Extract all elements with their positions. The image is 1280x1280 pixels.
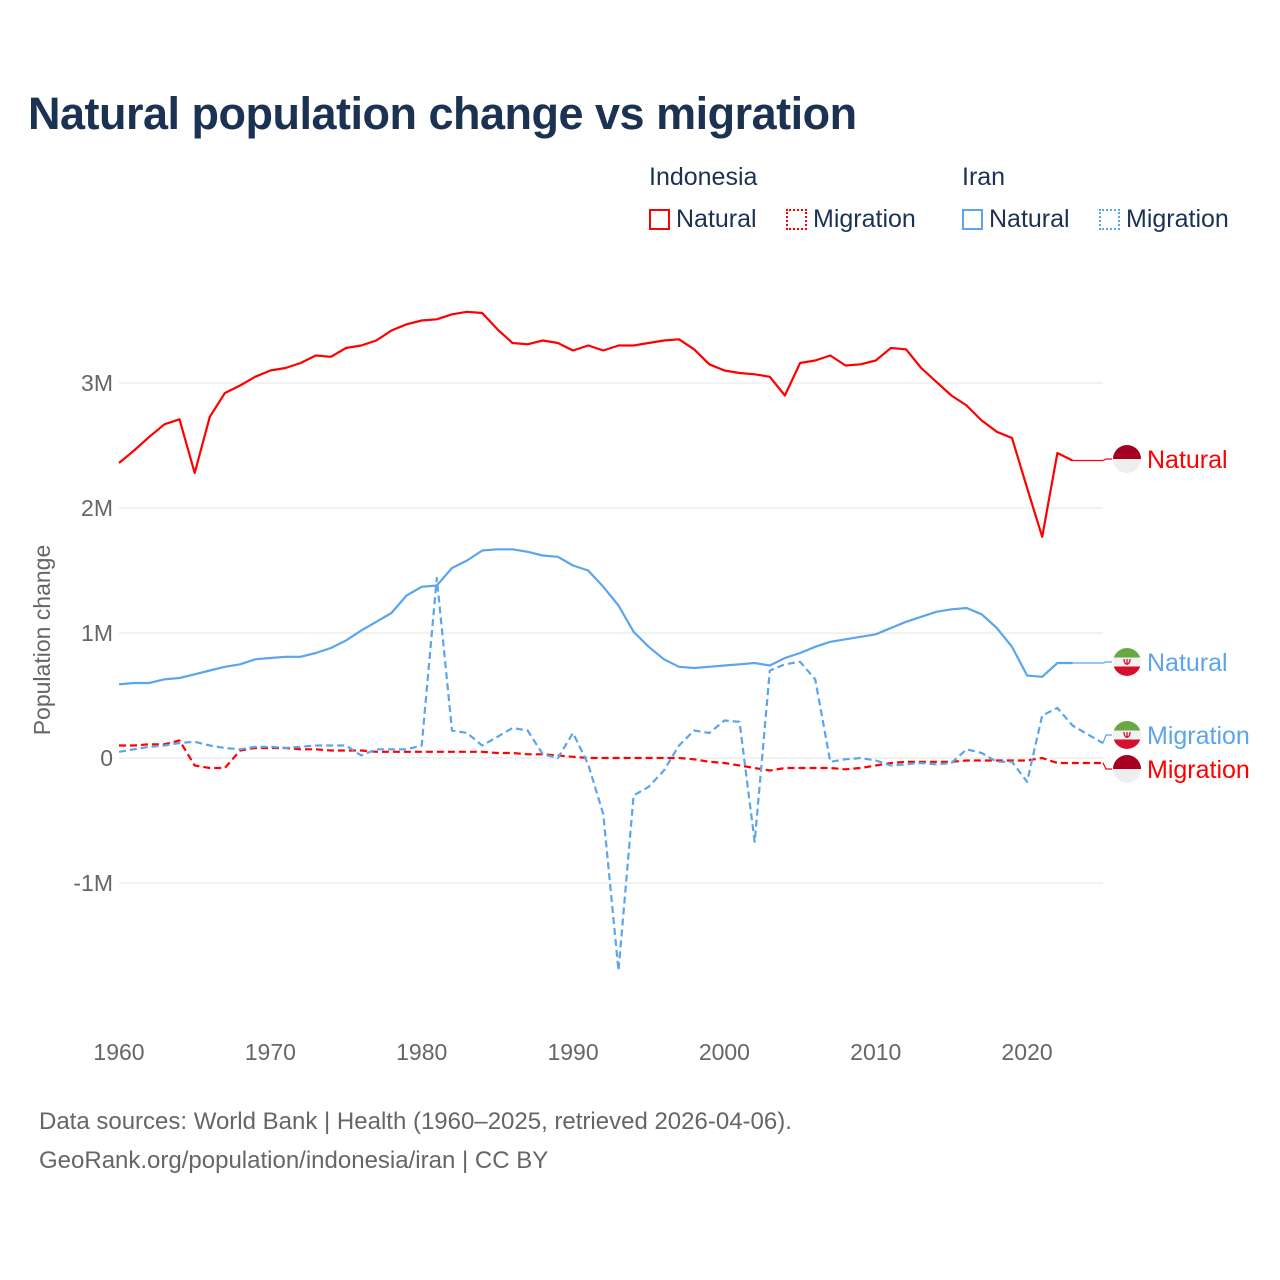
- label-connector: [1072, 661, 1112, 664]
- label-connector: [1072, 458, 1112, 462]
- end-label: Natural: [1147, 446, 1228, 474]
- indonesia-flag-icon: [1113, 755, 1141, 783]
- legend-group-indonesia: Indonesia: [649, 163, 758, 191]
- y-tick-label: 0: [100, 745, 113, 771]
- legend-label: Migration: [813, 205, 916, 233]
- end-label: Migration: [1147, 756, 1250, 784]
- legend-indonesia-migration[interactable]: Migration: [786, 205, 916, 234]
- x-tick-label: 2000: [699, 1039, 750, 1065]
- chart-title: Natural population change vs migration: [28, 88, 857, 139]
- x-tick-label: 1990: [547, 1039, 598, 1065]
- label-connector: [1102, 762, 1112, 770]
- legend-group-iran: Iran: [962, 163, 1006, 191]
- legend-indonesia-natural[interactable]: Natural: [649, 205, 757, 234]
- line-chart: -1M 0 1M 2M 3M 1960 1970 1980 1990 2000 2010 2020 N…: [29, 310, 1250, 1065]
- legend-label: Natural: [676, 205, 757, 233]
- x-tick-label: 1970: [245, 1039, 296, 1065]
- y-tick-label: 2M: [81, 495, 113, 521]
- dotted-swatch-icon: [786, 209, 807, 230]
- legend-iran-migration[interactable]: Migration: [1099, 205, 1229, 234]
- series-indonesia-natural: [118, 310, 1073, 538]
- y-tick-label: -1M: [73, 870, 113, 896]
- footer-credit: GeoRank.org/population/indonesia/iran | …: [39, 1147, 549, 1174]
- x-tick-label: 1960: [93, 1039, 144, 1065]
- solid-swatch-icon: [962, 209, 983, 230]
- legend-label: Migration: [1126, 205, 1229, 233]
- x-tick-label: 1980: [396, 1039, 447, 1065]
- footer-sources: Data sources: World Bank | Health (1960–…: [39, 1108, 792, 1135]
- legend-iran-natural[interactable]: Natural: [962, 205, 1070, 234]
- indonesia-flag-icon: [1113, 445, 1141, 473]
- legend-label: Natural: [989, 205, 1070, 233]
- x-tick-label: 2020: [1002, 1039, 1053, 1065]
- end-label: Migration: [1147, 722, 1250, 750]
- series-iran-migration: [118, 576, 1104, 972]
- label-connector: [1102, 734, 1112, 744]
- dotted-swatch-icon: [1099, 209, 1120, 230]
- y-tick-label: 3M: [81, 370, 113, 396]
- series-iran-natural: [118, 548, 1073, 686]
- series-indonesia-migration: [119, 739, 1103, 772]
- y-tick-label: 1M: [81, 620, 113, 646]
- x-tick-label: 2010: [850, 1039, 901, 1065]
- end-label: Natural: [1147, 649, 1228, 677]
- iran-flag-icon: [1113, 648, 1141, 676]
- solid-swatch-icon: [649, 209, 670, 230]
- iran-flag-icon: [1113, 721, 1141, 749]
- y-axis-label: Population change: [29, 545, 55, 736]
